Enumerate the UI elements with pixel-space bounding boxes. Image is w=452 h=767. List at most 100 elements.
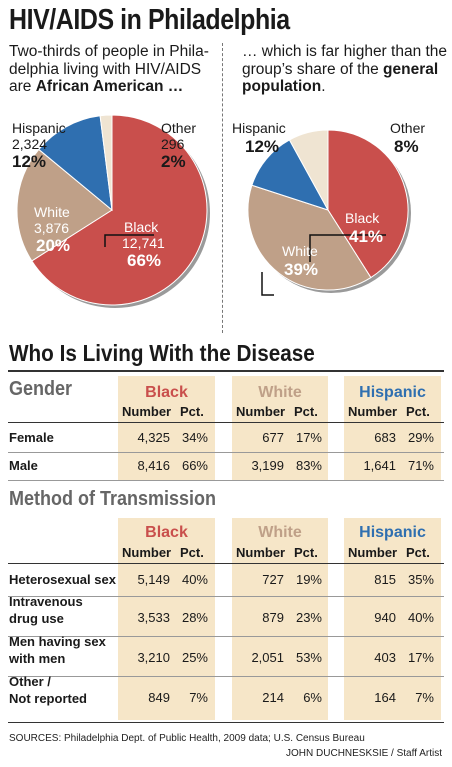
group-header: Black [145, 524, 188, 541]
group-header: Black [145, 384, 188, 401]
cell-number: 403 [374, 650, 396, 665]
header-rule [8, 563, 444, 564]
cell-number: 2,051 [251, 650, 284, 665]
cell-pct: 35% [407, 572, 434, 587]
p2-hispanic-pct: 12% [245, 137, 280, 156]
leader-other-1 [104, 234, 154, 247]
vertical-divider [222, 43, 223, 333]
header-rule [8, 422, 444, 423]
col-header-number: Number [348, 545, 398, 560]
p2-white-pct: 39% [284, 260, 319, 279]
cell-number: 8,416 [137, 458, 170, 473]
left-intro: Two-thirds of people in Phila-delphia li… [9, 43, 219, 96]
cell-pct: 25% [181, 650, 208, 665]
cell-number: 940 [374, 610, 396, 625]
col-header-pct: Pct. [180, 545, 204, 560]
cell-pct: 71% [407, 458, 434, 473]
row-label: Men having sex [9, 634, 106, 649]
col-header-pct: Pct. [406, 545, 430, 560]
section-title: Method of Transmission [9, 488, 217, 510]
cell-number: 3,210 [137, 650, 170, 665]
table-title: Who Is Living With the Disease [9, 340, 315, 366]
column-band [344, 518, 441, 720]
row-divider [8, 636, 444, 637]
p2-hispanic-name: Hispanic [232, 120, 286, 136]
p2-other-pct: 8% [394, 137, 419, 156]
col-header-number: Number [348, 404, 398, 419]
pie-hiv-population [16, 114, 210, 308]
cell-number: 3,533 [137, 610, 170, 625]
pie2-slice-other [288, 129, 329, 211]
cell-pct: 34% [181, 430, 208, 445]
p1-hispanic-pct: 12% [12, 152, 47, 171]
cell-pct: 6% [303, 690, 322, 705]
section-title: Gender [9, 378, 73, 400]
column-band [344, 376, 441, 480]
row-divider [8, 480, 444, 481]
sources: SOURCES: Philadelphia Dept. of Public He… [9, 733, 365, 744]
cell-number: 4,325 [137, 430, 170, 445]
col-header-number: Number [122, 545, 172, 560]
cell-number: 677 [262, 430, 284, 445]
credit: JOHN DUCHNESKSIE / Staff Artist [286, 748, 442, 759]
col-header-pct: Pct. [180, 404, 204, 419]
p1-white-count: 3,876 [34, 220, 70, 236]
cell-number: 815 [374, 572, 396, 587]
right-intro-bold: general population [242, 60, 439, 96]
left-intro-bold: African American … [35, 78, 184, 95]
row-label: Female [9, 430, 54, 445]
p1-hispanic-count: 2,324 [12, 136, 48, 152]
leader-other-2 [309, 234, 386, 262]
cell-number: 3,199 [251, 458, 284, 473]
column-band [232, 376, 328, 480]
cell-pct: 66% [181, 458, 208, 473]
row-divider [8, 452, 444, 453]
p1-black-pct: 66% [127, 251, 162, 270]
group-header: White [258, 524, 302, 541]
table-bottom-rule [8, 722, 444, 723]
page-title: HIV/AIDS in Philadelphia [9, 4, 290, 36]
right-intro-text: … which is far higher than the group’s s… [242, 43, 448, 78]
leader-lines [104, 234, 386, 296]
cell-number: 849 [148, 690, 170, 705]
row-divider [8, 676, 444, 677]
group-header: Hispanic [359, 524, 426, 541]
p1-white-name: White [34, 204, 70, 220]
pie1-slice-black [31, 114, 208, 306]
right-intro-end: . [321, 78, 326, 95]
left-intro-text: Two-thirds of people in Phila-delphia li… [9, 43, 209, 95]
cell-pct: 7% [189, 690, 208, 705]
cell-pct: 23% [295, 610, 322, 625]
row-label: with men [9, 651, 66, 666]
p1-other-count: 296 [161, 136, 185, 152]
pie2-slice-hispanic [251, 139, 330, 211]
row-label: Intravenous [9, 594, 83, 609]
p2-white-name: White [282, 243, 318, 259]
table-title-rule [8, 370, 444, 372]
cell-pct: 40% [181, 572, 208, 587]
pie1-slice-hispanic [38, 115, 113, 212]
cell-pct: 7% [415, 690, 434, 705]
p2-black-pct: 41% [349, 227, 384, 246]
p1-hispanic-name: Hispanic [12, 120, 66, 136]
leader-hispanic-2 [261, 272, 274, 296]
cell-pct: 17% [295, 430, 322, 445]
p2-other-name: Other [390, 120, 426, 136]
group-header: White [258, 384, 302, 401]
col-header-pct: Pct. [406, 404, 430, 419]
p1-black-name: Black [124, 219, 159, 235]
row-label: Male [9, 458, 38, 473]
right-intro: … which is far higher than the group’s s… [242, 43, 452, 96]
pie-charts [16, 114, 411, 308]
cell-number: 214 [262, 690, 284, 705]
row-label: Other / [9, 674, 51, 689]
col-header-number: Number [236, 404, 286, 419]
cell-number: 727 [262, 572, 284, 587]
cell-number: 5,149 [137, 572, 170, 587]
cell-pct: 17% [407, 650, 434, 665]
cell-pct: 29% [407, 430, 434, 445]
col-header-number: Number [122, 404, 172, 419]
column-band [232, 518, 328, 720]
col-header-number: Number [236, 545, 286, 560]
cell-number: 879 [262, 610, 284, 625]
